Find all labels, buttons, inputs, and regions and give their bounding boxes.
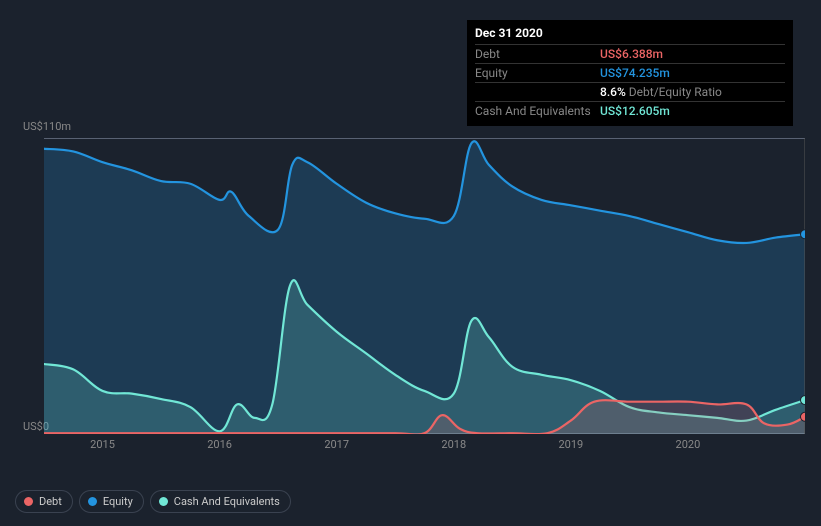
legend-equity[interactable]: Equity [79, 490, 144, 513]
legend-cash[interactable]: Cash And Equivalents [150, 490, 291, 513]
tooltip-row-value: 8.6% Debt/Equity Ratio [600, 85, 722, 99]
x-axis-tick-label: 2015 [90, 438, 115, 451]
tooltip-date: Dec 31 2020 [475, 26, 785, 40]
x-axis-tick-label: 2020 [676, 438, 701, 451]
tooltip-row: EquityUS$74.235m [475, 63, 785, 82]
y-axis-max-label: US$110m [23, 120, 71, 133]
debt-marker [801, 412, 806, 421]
legend: Debt Equity Cash And Equivalents [15, 490, 291, 513]
x-axis-tick-label: 2016 [207, 438, 232, 451]
x-axis-labels: 2015 2016 2017 2018 2019 2020 [44, 438, 805, 458]
legend-label: Cash And Equivalents [174, 495, 280, 508]
legend-debt[interactable]: Debt [15, 490, 73, 513]
tooltip-row-value: US$6.388m [600, 47, 663, 61]
tooltip-row-label [475, 85, 600, 99]
x-axis-tick-label: 2019 [558, 438, 583, 451]
equity-marker [801, 230, 806, 239]
x-axis-tick-label: 2018 [441, 438, 466, 451]
legend-label: Debt [39, 495, 62, 508]
legend-label: Equity [103, 495, 133, 508]
legend-dot-icon [159, 497, 168, 506]
chart-area: US$110m US$0 201520162017201820192020 [15, 120, 805, 460]
tooltip-row: Cash And EquivalentsUS$12.605m [475, 101, 785, 120]
x-axis-tick-label: 2017 [324, 438, 349, 451]
tooltip-row: DebtUS$6.388m [475, 44, 785, 63]
cash-marker [801, 396, 806, 405]
tooltip-row: 8.6% Debt/Equity Ratio [475, 82, 785, 101]
tooltip-row-value: US$74.235m [600, 66, 670, 80]
legend-dot-icon [24, 497, 33, 506]
legend-dot-icon [88, 497, 97, 506]
plot-region[interactable] [44, 138, 805, 434]
tooltip-row-value: US$12.605m [600, 104, 670, 118]
tooltip-row-label: Cash And Equivalents [475, 104, 600, 118]
hover-tooltip: Dec 31 2020 DebtUS$6.388mEquityUS$74.235… [467, 20, 793, 126]
tooltip-row-label: Equity [475, 66, 600, 80]
tooltip-row-label: Debt [475, 47, 600, 61]
root: Dec 31 2020 DebtUS$6.388mEquityUS$74.235… [0, 0, 821, 526]
